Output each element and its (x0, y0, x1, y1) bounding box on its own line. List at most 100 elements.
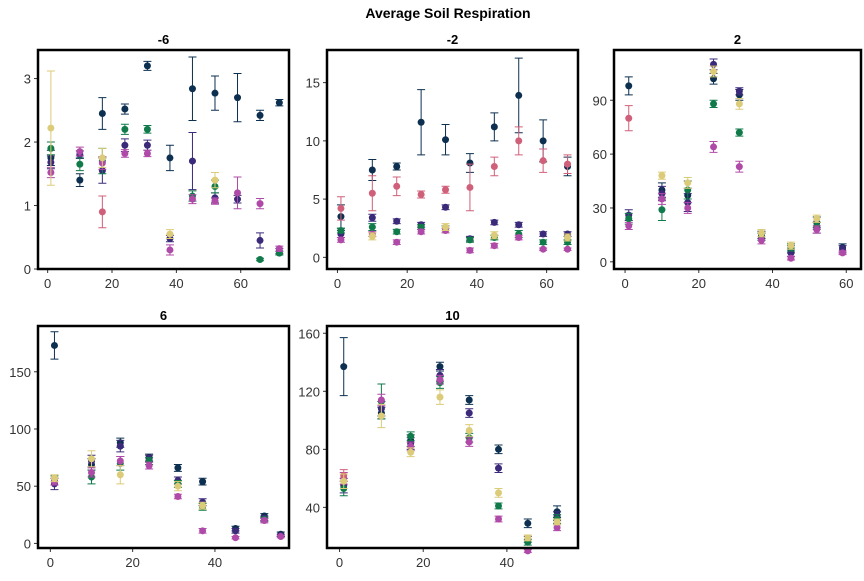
data-point (515, 91, 523, 99)
x-tick-label: 40 (470, 276, 484, 291)
data-point (143, 62, 151, 70)
data-point (260, 517, 268, 525)
data-point (465, 409, 473, 417)
series-gold (50, 450, 207, 510)
data-point (368, 166, 376, 174)
data-point (340, 363, 348, 371)
data-point (116, 457, 124, 465)
data-point (813, 215, 821, 223)
data-point (393, 162, 401, 170)
data-point (232, 534, 240, 542)
data-point (143, 125, 151, 133)
data-point (87, 455, 95, 463)
y-tick-label: 100 (9, 422, 31, 437)
data-point (50, 474, 58, 482)
series-magenta (50, 455, 285, 542)
series-indigo (624, 58, 847, 257)
panel-3: 6 0 50 100 150 0 20 40 (9, 308, 291, 570)
data-point (735, 87, 743, 95)
data-point (466, 183, 474, 191)
data-point (539, 157, 547, 165)
data-point (564, 245, 572, 253)
data-point (564, 234, 572, 242)
x-tick-label: 20 (692, 276, 706, 291)
data-point (735, 163, 743, 171)
data-point (87, 468, 95, 476)
data-point (76, 176, 84, 184)
data-point (436, 393, 444, 401)
y-tick-label: 50 (17, 479, 31, 494)
x-tick-label: 20 (400, 276, 414, 291)
panel-title: 10 (445, 308, 459, 323)
series-green (50, 455, 269, 523)
y-tick-label: 1 (24, 199, 31, 214)
data-point (368, 232, 376, 240)
data-point (256, 111, 264, 119)
y-tick-label: 150 (9, 365, 31, 380)
data-point (436, 363, 444, 371)
data-point (340, 477, 348, 485)
data-point (436, 376, 444, 384)
data-point (417, 190, 425, 198)
y-tick-label: 0 (313, 250, 320, 265)
data-point (442, 203, 450, 211)
data-point (524, 519, 532, 527)
data-point (277, 533, 285, 541)
data-point (143, 141, 151, 149)
data-point (553, 524, 561, 532)
data-point (407, 448, 415, 456)
data-point (368, 223, 376, 231)
data-point (466, 159, 474, 167)
data-point (735, 129, 743, 137)
data-point (417, 118, 425, 126)
series-green (624, 99, 821, 252)
data-point (465, 438, 473, 446)
series-indigo (50, 439, 285, 539)
data-point (234, 189, 242, 197)
data-point (417, 228, 425, 236)
x-tick-label: 40 (208, 555, 222, 570)
data-point (199, 478, 207, 486)
data-point (121, 105, 129, 113)
data-point (553, 518, 561, 526)
series-indigo (339, 369, 562, 543)
data-point (232, 527, 240, 535)
data-point (337, 236, 345, 244)
series-green (46, 123, 284, 263)
data-point (658, 206, 666, 214)
y-tick-label: 120 (298, 384, 320, 399)
data-point (787, 254, 795, 262)
data-point (658, 172, 666, 180)
x-tick-label: 20 (416, 555, 430, 570)
series-gold (657, 65, 821, 250)
data-point (47, 124, 55, 132)
data-point (625, 114, 633, 122)
y-tick-label: 0 (24, 262, 31, 277)
data-point (539, 137, 547, 145)
series-gold (46, 70, 219, 240)
figure-title: Average Soil Respiration (365, 5, 530, 21)
data-point (166, 154, 174, 162)
series-navy (50, 331, 285, 538)
series-magenta (624, 141, 847, 262)
y-tick-label: 30 (593, 201, 607, 216)
y-tick-label: 80 (306, 442, 320, 457)
data-point (710, 100, 718, 108)
data-point (735, 100, 743, 108)
data-point (839, 249, 847, 257)
data-point (143, 149, 151, 157)
data-point (166, 246, 174, 254)
x-tick-label: 20 (105, 276, 119, 291)
panel-frame (36, 48, 291, 271)
data-point (121, 125, 129, 133)
data-point (658, 195, 666, 203)
data-point (495, 464, 503, 472)
data-point (98, 109, 106, 117)
data-point (199, 502, 207, 510)
data-point (50, 341, 58, 349)
panel-title: -6 (158, 32, 170, 47)
y-tick-label: 0 (24, 536, 31, 551)
data-point (275, 245, 283, 253)
data-point (787, 242, 795, 250)
series-navy (339, 337, 562, 529)
